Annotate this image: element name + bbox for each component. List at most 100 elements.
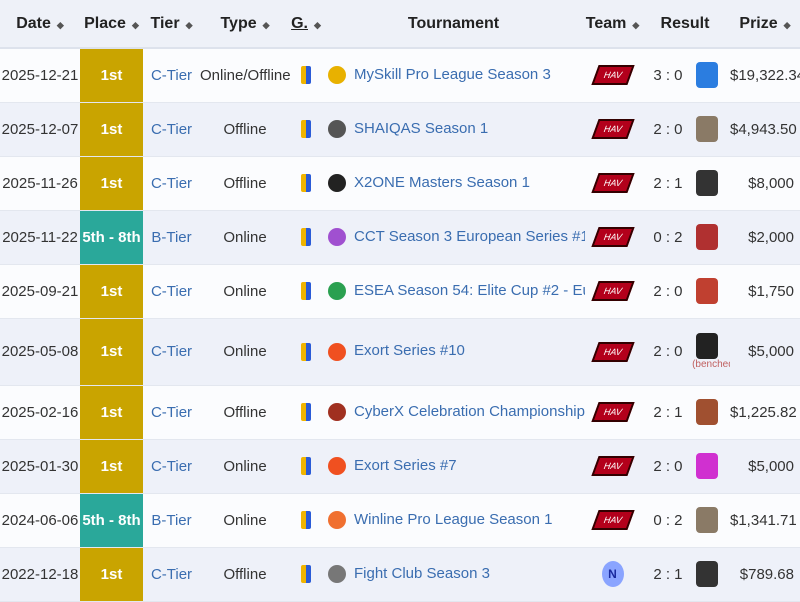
tier-cell[interactable]: B-Tier bbox=[143, 493, 200, 548]
opponent-logo-icon[interactable] bbox=[696, 116, 719, 142]
game-icon[interactable] bbox=[301, 174, 311, 193]
tier-cell[interactable]: C-Tier bbox=[143, 102, 200, 157]
header-date[interactable]: Date ◆ bbox=[0, 0, 80, 49]
tournament-cell[interactable]: SHAIQAS Season 1 bbox=[322, 102, 585, 157]
team-cell[interactable]: HAV bbox=[585, 385, 640, 440]
tournament-link[interactable]: CCT Season 3 European Series #11 bbox=[354, 227, 585, 245]
team-logo-icon[interactable]: HAV bbox=[590, 119, 635, 139]
team-cell[interactable]: N bbox=[585, 547, 640, 602]
tournament-cell[interactable]: CyberX Celebration Championship bbox=[322, 385, 585, 440]
sort-icon[interactable]: ◆ bbox=[783, 19, 791, 30]
tournament-logo-icon[interactable] bbox=[328, 174, 346, 193]
tier-cell[interactable]: C-Tier bbox=[143, 48, 200, 103]
sort-icon[interactable]: ◆ bbox=[262, 19, 270, 30]
tournament-link[interactable]: Exort Series #7 bbox=[354, 456, 457, 474]
tournament-link[interactable]: ESEA Season 54: Elite Cup #2 - Europe bbox=[354, 281, 585, 299]
tournament-link[interactable]: Winline Pro League Season 1 bbox=[354, 510, 553, 528]
game-icon[interactable] bbox=[301, 511, 311, 530]
team-logo-icon[interactable]: HAV bbox=[590, 402, 635, 422]
team-logo-icon[interactable]: HAV bbox=[590, 341, 635, 362]
tournament-link[interactable]: CyberX Celebration Championship bbox=[354, 402, 585, 420]
opponent-logo-icon[interactable] bbox=[696, 170, 719, 196]
tournament-cell[interactable]: Exort Series #10 bbox=[322, 318, 585, 386]
header-game[interactable]: G. ◆ bbox=[290, 0, 322, 49]
opponent-logo-icon[interactable] bbox=[696, 399, 719, 425]
team-cell[interactable]: HAV bbox=[585, 48, 640, 103]
tier-link[interactable]: C-Tier bbox=[150, 120, 193, 138]
game-icon[interactable] bbox=[301, 120, 311, 139]
tournament-link[interactable]: MySkill Pro League Season 3 bbox=[354, 66, 551, 84]
team-logo-icon[interactable]: HAV bbox=[590, 456, 635, 476]
tournament-cell[interactable]: MySkill Pro League Season 3 bbox=[322, 48, 585, 103]
team-cell[interactable]: HAV bbox=[585, 156, 640, 211]
team-logo-icon[interactable]: HAV bbox=[590, 510, 635, 530]
tier-link[interactable]: B-Tier bbox=[151, 228, 192, 246]
tier-cell[interactable]: C-Tier bbox=[143, 318, 200, 386]
tier-cell[interactable]: C-Tier bbox=[143, 547, 200, 602]
tournament-logo-icon[interactable] bbox=[328, 511, 346, 530]
tournament-logo-icon[interactable] bbox=[328, 228, 346, 247]
tier-link[interactable]: C-Tier bbox=[150, 66, 193, 84]
tournament-logo-icon[interactable] bbox=[328, 282, 346, 301]
tier-cell[interactable]: C-Tier bbox=[143, 264, 200, 319]
team-logo-icon[interactable]: HAV bbox=[590, 173, 635, 193]
tournament-logo-icon[interactable] bbox=[328, 120, 346, 139]
team-cell[interactable]: HAV bbox=[585, 264, 640, 319]
tournament-link[interactable]: X2ONE Masters Season 1 bbox=[354, 173, 530, 191]
team-logo-icon[interactable]: HAV bbox=[590, 227, 635, 247]
game-icon[interactable] bbox=[301, 282, 311, 301]
tournament-logo-icon[interactable] bbox=[328, 565, 346, 584]
tournament-cell[interactable]: X2ONE Masters Season 1 bbox=[322, 156, 585, 211]
sort-icon[interactable]: ◆ bbox=[185, 19, 193, 30]
tournament-link[interactable]: Fight Club Season 3 bbox=[354, 564, 490, 582]
game-icon[interactable] bbox=[301, 228, 311, 247]
header-place[interactable]: Place ◆ bbox=[80, 0, 143, 49]
tournament-cell[interactable]: Exort Series #7 bbox=[322, 439, 585, 494]
team-cell[interactable]: HAV bbox=[585, 439, 640, 494]
opponent-logo-icon[interactable] bbox=[696, 224, 719, 250]
tier-cell[interactable]: B-Tier bbox=[143, 210, 200, 265]
header-type[interactable]: Type ◆ bbox=[200, 0, 290, 49]
team-cell[interactable]: HAV bbox=[585, 493, 640, 548]
tier-link[interactable]: C-Tier bbox=[150, 403, 193, 421]
tier-link[interactable]: C-Tier bbox=[150, 457, 193, 475]
tournament-cell[interactable]: CCT Season 3 European Series #11 bbox=[322, 210, 585, 265]
sort-icon[interactable]: ◆ bbox=[313, 19, 321, 30]
game-icon[interactable] bbox=[301, 403, 311, 422]
team-cell[interactable]: HAV bbox=[585, 102, 640, 157]
opponent-logo-icon[interactable] bbox=[696, 453, 719, 479]
tournament-cell[interactable]: ESEA Season 54: Elite Cup #2 - Europe bbox=[322, 264, 585, 319]
game-icon[interactable] bbox=[301, 565, 311, 584]
game-icon[interactable] bbox=[301, 342, 311, 361]
tier-link[interactable]: C-Tier bbox=[150, 174, 193, 192]
tournament-cell[interactable]: Fight Club Season 3 bbox=[322, 547, 585, 602]
opponent-logo-icon[interactable] bbox=[696, 561, 719, 587]
header-tier[interactable]: Tier ◆ bbox=[143, 0, 200, 49]
tier-link[interactable]: C-Tier bbox=[150, 343, 193, 360]
team-logo-icon[interactable]: N bbox=[601, 561, 624, 587]
opponent-logo-icon[interactable] bbox=[696, 333, 719, 359]
opponent-logo-icon[interactable] bbox=[696, 278, 719, 304]
opponent-logo-icon[interactable] bbox=[696, 62, 719, 89]
tier-link[interactable]: B-Tier bbox=[151, 511, 192, 529]
header-team[interactable]: Team ◆ bbox=[585, 0, 640, 49]
game-icon[interactable] bbox=[301, 457, 311, 476]
sort-icon[interactable]: ◆ bbox=[56, 19, 64, 30]
tier-link[interactable]: C-Tier bbox=[150, 565, 193, 583]
tournament-logo-icon[interactable] bbox=[328, 403, 346, 422]
opponent-logo-icon[interactable] bbox=[696, 507, 719, 533]
tournament-link[interactable]: SHAIQAS Season 1 bbox=[354, 119, 489, 137]
header-prize[interactable]: Prize ◆ bbox=[730, 0, 800, 49]
team-cell[interactable]: HAV bbox=[585, 318, 640, 386]
tournament-logo-icon[interactable] bbox=[328, 342, 346, 361]
tournament-cell[interactable]: Winline Pro League Season 1 bbox=[322, 493, 585, 548]
tournament-logo-icon[interactable] bbox=[328, 457, 346, 476]
team-logo-icon[interactable]: HAV bbox=[590, 65, 635, 86]
header-tournament[interactable]: Tournament bbox=[322, 0, 585, 49]
team-cell[interactable]: HAV bbox=[585, 210, 640, 265]
tier-link[interactable]: C-Tier bbox=[150, 282, 193, 300]
team-logo-icon[interactable]: HAV bbox=[590, 281, 635, 301]
sort-icon[interactable]: ◆ bbox=[632, 19, 640, 30]
tier-cell[interactable]: C-Tier bbox=[143, 156, 200, 211]
game-icon[interactable] bbox=[301, 66, 311, 85]
